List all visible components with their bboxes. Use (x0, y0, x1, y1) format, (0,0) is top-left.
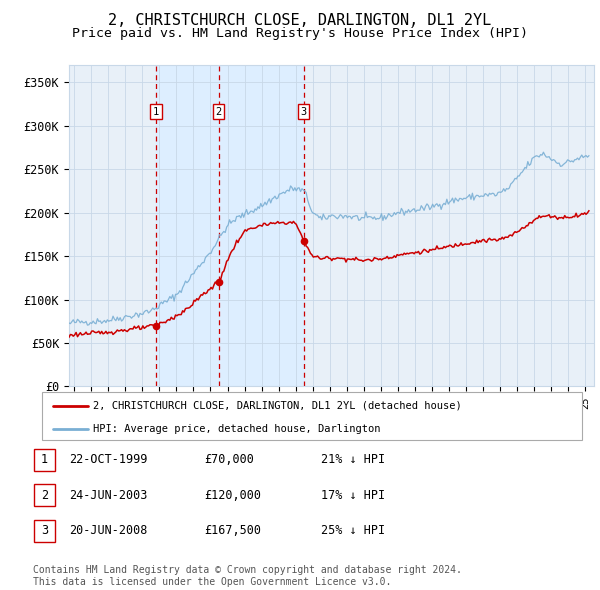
Text: HPI: Average price, detached house, Darlington: HPI: Average price, detached house, Darl… (94, 424, 381, 434)
Text: Price paid vs. HM Land Registry's House Price Index (HPI): Price paid vs. HM Land Registry's House … (72, 27, 528, 40)
Text: £167,500: £167,500 (204, 524, 261, 537)
Text: Contains HM Land Registry data © Crown copyright and database right 2024.
This d: Contains HM Land Registry data © Crown c… (33, 565, 462, 587)
Text: 3: 3 (41, 524, 48, 537)
Bar (156, 65, 304, 386)
Text: 20-JUN-2008: 20-JUN-2008 (69, 524, 148, 537)
Text: 2: 2 (215, 107, 222, 116)
Text: 17% ↓ HPI: 17% ↓ HPI (321, 489, 385, 502)
Text: 3: 3 (301, 107, 307, 116)
Text: £120,000: £120,000 (204, 489, 261, 502)
Text: 2, CHRISTCHURCH CLOSE, DARLINGTON, DL1 2YL: 2, CHRISTCHURCH CLOSE, DARLINGTON, DL1 2… (109, 13, 491, 28)
Text: 22-OCT-1999: 22-OCT-1999 (69, 453, 148, 467)
Text: 1: 1 (41, 453, 48, 467)
Text: 2, CHRISTCHURCH CLOSE, DARLINGTON, DL1 2YL (detached house): 2, CHRISTCHURCH CLOSE, DARLINGTON, DL1 2… (94, 401, 462, 411)
Text: 24-JUN-2003: 24-JUN-2003 (69, 489, 148, 502)
Text: 1: 1 (153, 107, 159, 116)
Text: 2: 2 (41, 489, 48, 502)
Text: 25% ↓ HPI: 25% ↓ HPI (321, 524, 385, 537)
Text: 21% ↓ HPI: 21% ↓ HPI (321, 453, 385, 467)
Text: £70,000: £70,000 (204, 453, 254, 467)
